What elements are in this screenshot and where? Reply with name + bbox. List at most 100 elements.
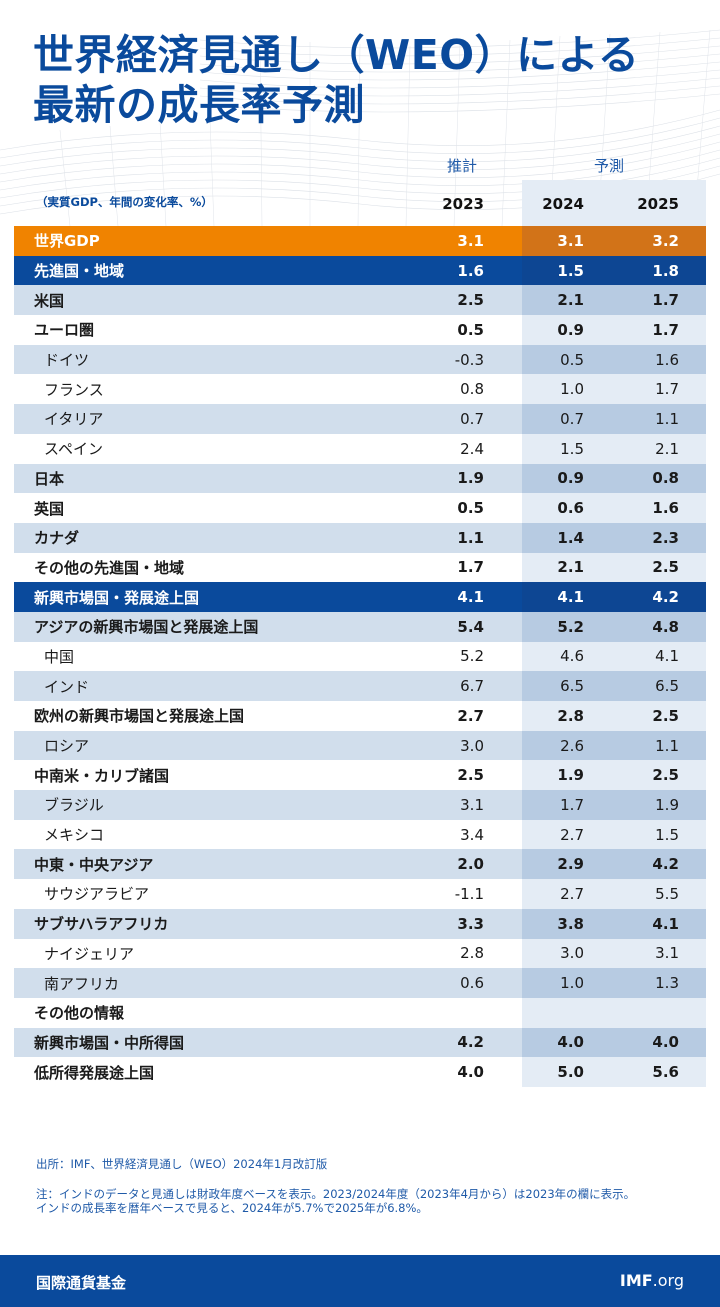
value-2023: 0.5 (457, 499, 484, 518)
org-name: 国際通貨基金 (36, 1274, 127, 1292)
table-row: サウジアラビア -1.1 2.7 5.5 (14, 879, 706, 909)
table-row: 新興市場国・中所得国 4.2 4.0 4.0 (14, 1027, 706, 1058)
footnote-line-2: インドの成長率を暦年ベースで見ると、2024年が5.7%で2025年が6.8%。 (36, 1201, 428, 1215)
value-2023: 4.2 (457, 1033, 484, 1052)
table-row: フランス 0.8 1.0 1.7 (14, 374, 706, 405)
value-2023: 5.4 (457, 617, 484, 636)
table-row: ドイツ -0.3 0.5 1.6 (14, 344, 706, 375)
table-row: 中東・中央アジア 2.0 2.9 4.2 (14, 849, 706, 880)
value-2024: 1.7 (560, 795, 584, 814)
value-2024: 6.5 (560, 677, 584, 696)
table-row: スペイン 2.4 1.5 2.1 (14, 433, 706, 464)
footnote-line-1: 注：インドのデータと見通しは財政年度ベースを表示。2023/2024年度（202… (36, 1187, 636, 1201)
value-2025: 3.2 (652, 231, 679, 250)
value-2025: 6.5 (655, 677, 679, 696)
table-row: イタリア 0.7 0.7 1.1 (14, 404, 706, 434)
value-2025: 1.9 (655, 795, 679, 814)
site-link-bold: IMF (619, 1271, 653, 1290)
value-2024: 1.0 (560, 974, 584, 993)
row-label: 日本 (34, 469, 65, 488)
forecast-header: 予測 (594, 157, 625, 175)
row-label: ブラジル (44, 796, 104, 815)
value-2025: 1.5 (655, 825, 679, 844)
table-row: カナダ 1.1 1.4 2.3 (14, 522, 706, 553)
row-label: 米国 (34, 291, 65, 310)
row-label: 新興市場国・中所得国 (34, 1033, 185, 1052)
row-label: イタリア (44, 410, 104, 429)
value-2024: 1.9 (557, 766, 584, 785)
table-row: ナイジェリア 2.8 3.0 3.1 (14, 938, 706, 969)
value-2025: 2.5 (652, 766, 679, 785)
header-area: 世界経済見通し（WEO）による 最新の成長率予測 (0, 0, 720, 226)
row-label: 中東・中央アジア (34, 855, 154, 874)
table-row: 中国 5.2 4.6 4.1 (14, 641, 706, 672)
value-2025: 4.2 (652, 855, 679, 874)
page-title: 世界経済見通し（WEO）による 最新の成長率予測 (33, 30, 639, 130)
value-2025: 1.1 (655, 409, 679, 428)
value-2025: 2.3 (652, 528, 679, 547)
value-2023: 4.0 (457, 1063, 484, 1082)
table-row: 欧州の新興市場国と発展途上国 2.7 2.8 2.5 (14, 701, 706, 731)
footer-bar: 国際通貨基金 IMF.org (0, 1255, 720, 1307)
row-label: 世界GDP (34, 232, 100, 251)
value-2024: 0.5 (560, 350, 584, 369)
value-2023: 3.1 (457, 231, 484, 250)
value-2023: 2.5 (457, 291, 484, 310)
value-2025: 1.8 (652, 261, 679, 280)
value-2025: 1.1 (655, 736, 679, 755)
value-2024: 4.1 (557, 588, 584, 607)
value-2024: 3.1 (557, 231, 584, 250)
value-2024: 5.2 (557, 617, 584, 636)
value-2024: 1.0 (560, 380, 584, 399)
value-2023: 1.1 (457, 528, 484, 547)
row-label: メキシコ (44, 826, 105, 845)
value-2025: 4.1 (655, 647, 679, 666)
site-link[interactable]: IMF.org (620, 1271, 684, 1290)
value-2025: 1.7 (652, 320, 679, 339)
value-2024: 1.5 (560, 439, 584, 458)
estimate-header: 推計 (447, 157, 478, 175)
table-row: 南アフリカ 0.6 1.0 1.3 (14, 968, 706, 998)
table-row-emerging: 新興市場国・発展途上国 4.1 4.1 4.2 (14, 582, 706, 612)
value-2025: 1.7 (655, 380, 679, 399)
table-row: アジアの新興市場国と発展途上国 5.4 5.2 4.8 (14, 611, 706, 642)
value-2023: 0.8 (460, 380, 484, 399)
source-note: 出所：IMF、世界経済見通し（WEO）2024年1月改訂版 (36, 1157, 328, 1171)
value-2023: -1.1 (454, 884, 484, 903)
table-row: サブサハラアフリカ 3.3 3.8 4.1 (14, 908, 706, 939)
value-2024: 0.6 (557, 499, 584, 518)
value-2024: 3.0 (560, 944, 584, 963)
title-line-2: 最新の成長率予測 (33, 81, 365, 129)
table-row: ブラジル 3.1 1.7 1.9 (14, 790, 706, 820)
value-2025: 0.8 (652, 469, 679, 488)
value-2023: 0.6 (460, 974, 484, 993)
row-label: 低所得発展途上国 (34, 1063, 155, 1082)
value-2024: 2.9 (557, 855, 584, 874)
value-2025: 5.5 (655, 884, 679, 903)
value-2024: 2.7 (560, 884, 584, 903)
table-row-world: 世界GDP 3.1 3.1 3.2 (14, 226, 706, 256)
table-row: ロシア 3.0 2.6 1.1 (14, 730, 706, 761)
value-2024: 0.9 (557, 320, 584, 339)
value-2025: 4.0 (652, 1033, 679, 1052)
value-2024: 4.0 (557, 1033, 584, 1052)
year-2024-header: 2024 (542, 195, 584, 213)
value-2024: 2.8 (557, 706, 584, 725)
table-row: 英国 0.5 0.6 1.6 (14, 493, 706, 523)
row-label: その他の情報 (34, 1004, 125, 1023)
table-row-other-info: その他の情報 (14, 997, 706, 1028)
value-2025: 1.3 (655, 974, 679, 993)
value-2025: 2.1 (655, 439, 679, 458)
value-2024: 2.1 (557, 558, 584, 577)
value-2024: 2.1 (557, 291, 584, 310)
row-label: アジアの新興市場国と発展途上国 (34, 618, 259, 637)
table-row: 中南米・カリブ諸国 2.5 1.9 2.5 (14, 760, 706, 791)
site-link-domain: .org (652, 1271, 684, 1290)
row-label: 欧州の新興市場国と発展途上国 (34, 707, 245, 726)
value-2023: 2.4 (460, 439, 484, 458)
row-label: 中国 (44, 647, 75, 666)
value-2024: 1.5 (557, 261, 584, 280)
value-2025: 2.5 (652, 558, 679, 577)
value-2025: 4.1 (652, 914, 679, 933)
value-2023: 1.9 (457, 469, 484, 488)
